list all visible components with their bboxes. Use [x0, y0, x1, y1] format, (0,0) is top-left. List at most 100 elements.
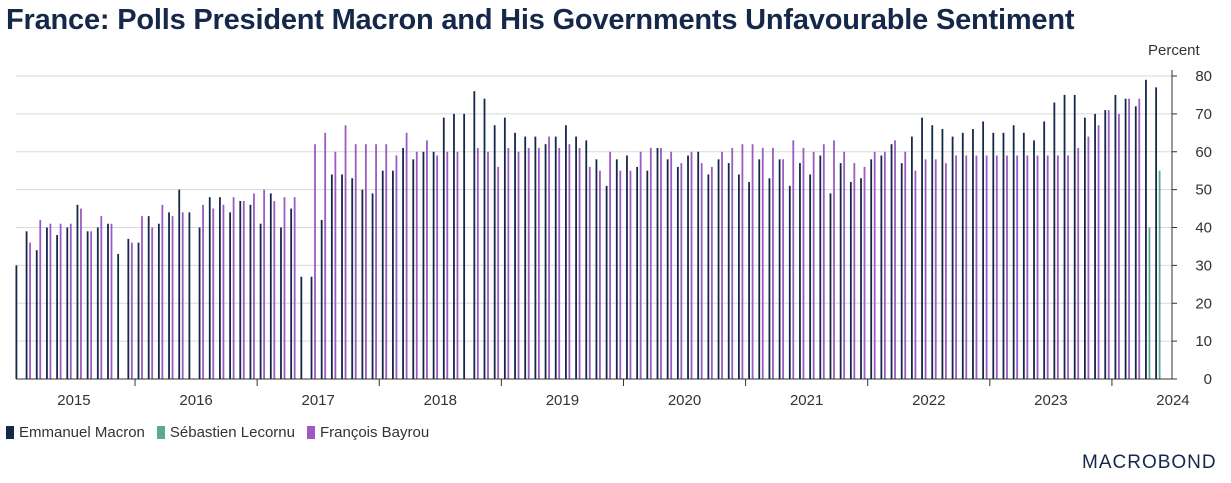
legend-label-lecornu: Sébastien Lecornu [169, 424, 295, 441]
bar-bayrou-67 [700, 163, 703, 379]
bar-bayrou-87 [904, 151, 907, 379]
bar-bayrou-73 [761, 147, 764, 379]
bar-bayrou-106 [1097, 125, 1100, 379]
bar-macron-13 [147, 216, 150, 379]
bar-macron-38 [402, 147, 404, 379]
bar-bayrou-79 [822, 144, 825, 379]
bar-chart: 0 10 20 30 40 50 60 70 80 2015 2016 2017 2018 2019 202… [15, 68, 1212, 409]
bar-macron-32 [341, 174, 343, 379]
bar-macron-107 [1104, 110, 1107, 380]
bar-macron-50 [524, 136, 527, 379]
bar-macron-48 [503, 117, 506, 379]
bar-macron-4 [56, 235, 59, 379]
bar-bayrou-72 [751, 144, 754, 379]
bar-bayrou-70 [731, 147, 734, 379]
bar-macron-76 [788, 185, 791, 379]
x-tick-label-2021: 2021 [790, 392, 823, 409]
bar-macron-65 [676, 166, 679, 379]
bar-bayrou-46 [487, 151, 489, 379]
legend-label-bayrou: François Bayrou [319, 424, 430, 441]
y-axis-unit-label: Percent [1148, 42, 1200, 59]
bar-macron-5 [66, 227, 69, 379]
bar-macron-92 [951, 136, 954, 379]
bar-macron-39 [412, 159, 415, 379]
bar-bayrou-83 [863, 166, 866, 379]
bar-bayrou-13 [151, 227, 154, 379]
bar-macron-9 [107, 223, 109, 379]
bar-bayrou-20 [222, 204, 225, 379]
bar-macron-42 [442, 117, 445, 379]
bar-macron-30 [320, 219, 323, 379]
y-tick-label-50: 50 [1195, 182, 1212, 199]
bar-macron-104 [1073, 94, 1076, 379]
bar-bayrou-64 [670, 151, 673, 379]
gridlines [16, 75, 1172, 342]
bar-bayrou-71 [741, 144, 744, 379]
bar-macron-112 [1155, 87, 1158, 380]
bar-bayrou-41 [436, 155, 439, 379]
bar-macron-99 [1022, 132, 1025, 379]
bar-macron-34 [361, 189, 364, 379]
bar-lecornu-112 [1158, 170, 1161, 379]
bar-macron-101 [1043, 121, 1046, 379]
bar-macron-110 [1134, 106, 1137, 380]
bar-macron-73 [758, 159, 761, 379]
bar-macron-88 [910, 136, 913, 379]
bar-bayrou-85 [883, 151, 886, 379]
bar-macron-17 [188, 212, 191, 379]
bar-bayrou-33 [354, 144, 357, 379]
bar-bayrou-21 [232, 197, 235, 379]
bar-bayrou-88 [914, 170, 917, 379]
axes: 0 10 20 30 40 50 60 70 80 2015 2016 2017 2018 2019 202… [16, 68, 1212, 409]
bar-macron-27 [290, 208, 293, 379]
x-tick-label-2017: 2017 [302, 392, 335, 409]
bar-bayrou-76 [792, 140, 795, 379]
bar-bayrou-103 [1067, 155, 1069, 379]
bar-bayrou-51 [537, 147, 540, 379]
x-tick-label-2019: 2019 [546, 392, 579, 409]
bar-bayrou-24 [263, 189, 266, 379]
bar-macron-80 [829, 193, 832, 379]
bar-macron-109 [1124, 98, 1127, 379]
x-tick-label-2024: 2024 [1156, 392, 1189, 409]
bar-bayrou-7 [90, 231, 93, 379]
bar-macron-95 [982, 121, 985, 379]
bar-macron-90 [931, 125, 934, 379]
bar-macron-37 [392, 170, 394, 379]
bar-bayrou-38 [405, 132, 408, 379]
bar-bayrou-5 [69, 223, 72, 379]
bar-bayrou-31 [334, 151, 337, 379]
bar-bayrou-40 [426, 140, 428, 379]
bar-macron-79 [819, 155, 822, 379]
y-tick-label-0: 0 [1204, 371, 1212, 388]
bar-macron-16 [178, 189, 181, 379]
bar-macron-89 [921, 117, 923, 379]
bar-bayrou-108 [1118, 113, 1120, 379]
bar-macron-100 [1033, 140, 1035, 379]
x-tick-label-2023: 2023 [1034, 392, 1067, 409]
bar-macron-61 [636, 166, 639, 379]
bar-bayrou-57 [599, 170, 601, 379]
bar-bayrou-65 [680, 163, 683, 379]
bar-macron-1 [25, 231, 28, 379]
bar-macron-72 [748, 182, 750, 379]
bar-bayrou-102 [1056, 155, 1059, 379]
bar-macron-10 [117, 254, 120, 379]
bar-macron-102 [1053, 102, 1056, 379]
bar-bayrou-22 [242, 200, 245, 379]
bar-bayrou-92 [955, 155, 957, 379]
bar-macron-47 [493, 125, 496, 379]
bar-bayrou-3 [49, 223, 52, 379]
bar-macron-25 [269, 193, 272, 379]
bar-bayrou-96 [995, 155, 998, 379]
bar-macron-33 [351, 178, 354, 379]
bar-bayrou-15 [171, 216, 174, 379]
bar-macron-26 [280, 227, 282, 379]
legend-swatch-bayrou [306, 426, 315, 439]
bar-bayrou-43 [456, 151, 459, 379]
bar-bayrou-1 [29, 242, 31, 379]
bar-bayrou-23 [253, 193, 255, 379]
bar-bayrou-14 [161, 204, 164, 379]
bar-macron-3 [46, 227, 48, 379]
bar-bayrou-11 [130, 242, 133, 379]
